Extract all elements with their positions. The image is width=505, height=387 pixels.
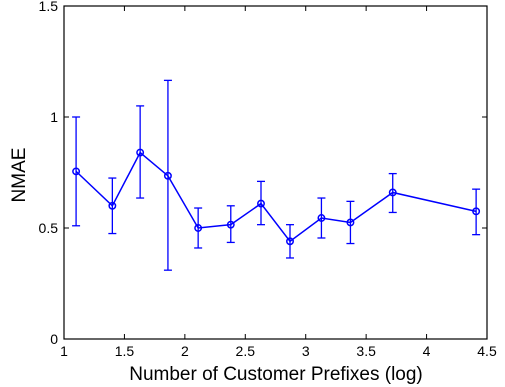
data-point <box>136 148 145 157</box>
data-point <box>226 220 235 229</box>
error-bar <box>226 205 235 244</box>
y-axis-label: NMAE <box>9 148 30 203</box>
data-point <box>346 218 355 227</box>
error-bar <box>472 188 481 236</box>
error-bar <box>163 79 172 271</box>
error-bar <box>256 180 265 226</box>
x-tick-label: 4.5 <box>477 343 497 359</box>
data-point <box>472 207 481 216</box>
error-bar <box>346 200 355 245</box>
error-bar <box>388 172 397 214</box>
error-bar <box>286 224 295 259</box>
series-layer <box>72 79 481 271</box>
x-tick-label: 3.5 <box>356 343 376 359</box>
x-tick-label: 4 <box>423 343 431 359</box>
x-tick-label: 1 <box>60 343 68 359</box>
axis-tick-labels: 1 1.5 2 2.5 3 3.5 4 4.5 0 0.5 1 1.5 <box>39 0 497 359</box>
error-bar <box>317 197 326 239</box>
data-point <box>286 237 294 246</box>
error-bar <box>194 207 203 249</box>
data-point <box>317 214 326 222</box>
y-tick-label: 1 <box>50 109 58 125</box>
plot-border <box>63 5 488 340</box>
data-point <box>163 171 172 180</box>
x-tick-label: 3 <box>302 343 310 359</box>
error-bar <box>72 116 81 227</box>
x-tick-label: 2.5 <box>236 343 256 359</box>
data-point <box>388 188 397 197</box>
data-point <box>257 199 265 208</box>
x-tick-label: 2 <box>181 343 189 359</box>
axis-ticks <box>63 5 488 340</box>
y-tick-label: 0.5 <box>39 220 59 236</box>
plot-frame <box>63 5 488 340</box>
y-tick-label: 0 <box>50 331 58 347</box>
series-line <box>75 151 477 243</box>
data-point <box>194 224 203 232</box>
error-bar <box>108 177 117 235</box>
data-point <box>108 201 117 210</box>
x-tick-label: 1.5 <box>115 343 135 359</box>
x-axis-label: Number of Customer Prefixes (log) <box>129 364 423 385</box>
data-point <box>72 167 81 176</box>
y-tick-label: 1.5 <box>39 0 59 14</box>
error-bar <box>136 105 145 199</box>
